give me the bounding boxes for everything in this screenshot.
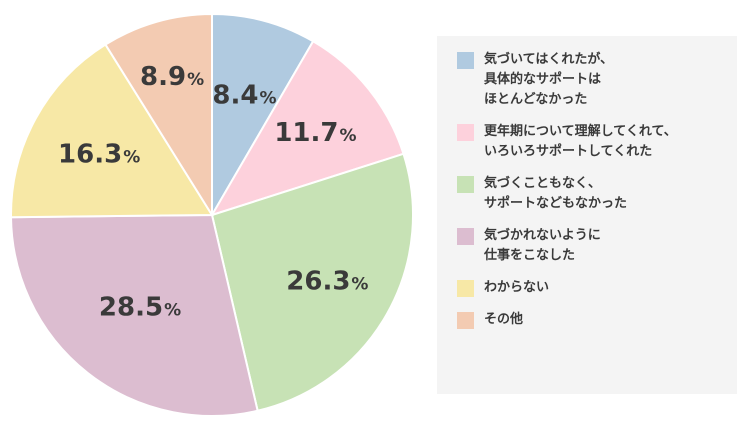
legend-item-4: 気づかれないように 仕事をこなした <box>457 226 737 266</box>
pie-slice-6 <box>104 12 213 219</box>
slice-value-label-4: 28.5% <box>99 293 181 323</box>
pie-slice-3 <box>210 152 414 412</box>
pie-slice-1 <box>211 12 315 219</box>
legend: 気づいてはくれたが、 具体的なサポートは ほとんどなかった更年期について理解して… <box>437 36 737 394</box>
legend-label: 更年期について理解してくれて、 いろいろサポートしてくれた <box>484 124 677 159</box>
slice-value-label-1: 8.4% <box>212 81 276 111</box>
legend-swatch <box>457 52 474 69</box>
pie-slice-5 <box>10 43 214 219</box>
legend-item-1: 気づいてはくれたが、 具体的なサポートは ほとんどなかった <box>457 50 737 110</box>
legend-label: わからない <box>484 280 550 295</box>
legend-label: 気づかれないように 仕事をこなした <box>484 228 601 263</box>
pie-slice-4 <box>10 213 259 417</box>
legend-label: 気づいてはくれたが、 具体的なサポートは ほとんどなかった <box>484 52 614 107</box>
legend-swatch <box>457 124 474 141</box>
legend-label: 気づくこともなく、 サポートなどもなかった <box>484 176 628 211</box>
legend-swatch <box>457 228 474 245</box>
pie-slice-2 <box>209 39 405 217</box>
legend-swatch <box>457 280 474 297</box>
legend-item-2: 更年期について理解してくれて、 いろいろサポートしてくれた <box>457 122 737 162</box>
slice-value-label-6: 8.9% <box>140 62 204 92</box>
pie-svg: 8.4% 11.7% 26.3% 28.5% 16.3% 8.9% <box>10 12 414 417</box>
legend-swatch <box>457 176 474 193</box>
slice-value-label-3: 26.3% <box>286 266 368 296</box>
slice-value-label-5: 16.3% <box>58 139 140 169</box>
legend-item-5: わからない <box>457 278 737 298</box>
legend-item-3: 気づくこともなく、 サポートなどもなかった <box>457 174 737 214</box>
slice-value-label-2: 11.7% <box>274 118 356 148</box>
legend-swatch <box>457 312 474 329</box>
legend-label: その他 <box>484 312 524 327</box>
legend-item-6: その他 <box>457 310 737 330</box>
